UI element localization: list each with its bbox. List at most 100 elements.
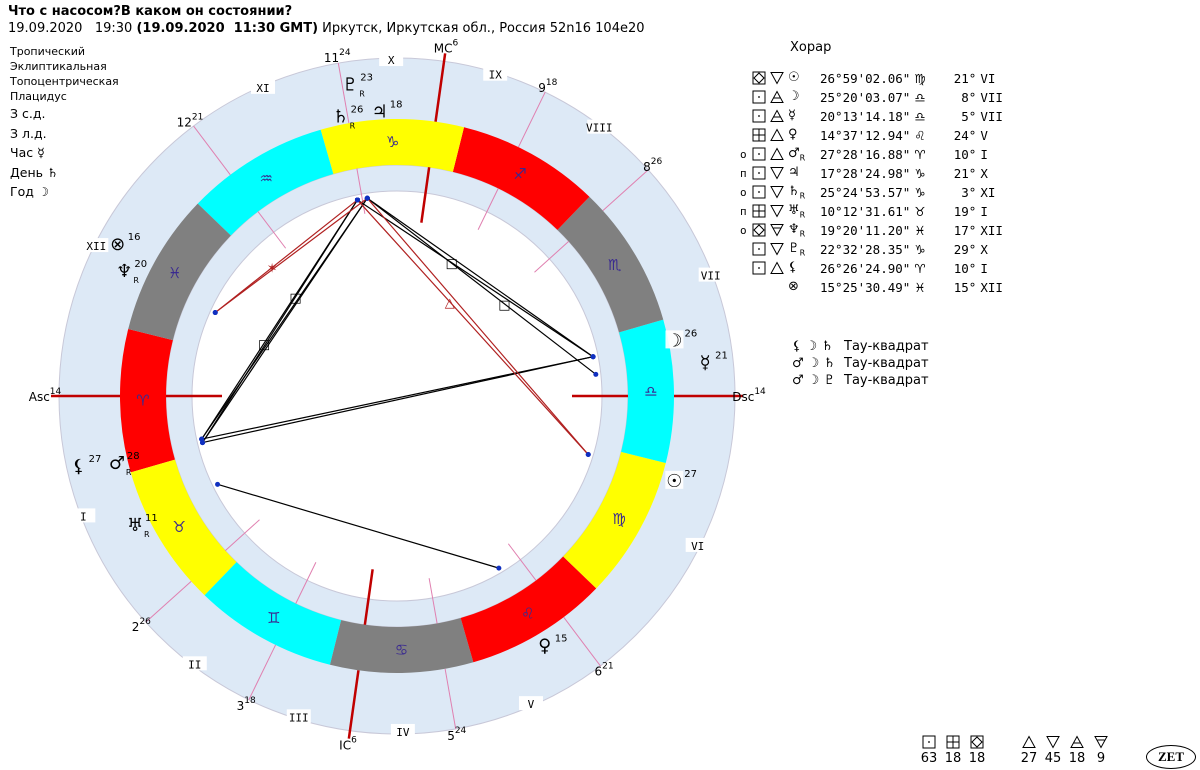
aspect-endpoint [199, 436, 205, 442]
planet-lilith-icon[interactable]: ⚸ [72, 456, 85, 477]
sign-glyph: ♐︎ [513, 165, 526, 183]
house-cusp-label: Asc14 [29, 387, 62, 404]
planet-moon-icon[interactable]: ☽︎ [666, 330, 682, 351]
aspect-line-trine [366, 197, 589, 455]
table-title: Хорар [790, 40, 832, 55]
sign-glyph: ♓︎ [168, 264, 181, 282]
count-value: 9 [1096, 751, 1106, 766]
info-hour: Час ☿ [10, 145, 45, 160]
row-marker: o [740, 186, 747, 199]
house-numeral-bg [390, 723, 415, 738]
planet-degree: 16 [128, 232, 141, 243]
planet-uranus-icon[interactable]: ♅︎ [127, 515, 143, 536]
retrograde-mark: R [359, 89, 365, 98]
house-number: IC [339, 739, 351, 753]
planet-glyph: ♄ [788, 184, 800, 200]
planet-cell: ♅R [786, 202, 818, 221]
sign-glyph: ♒︎ [259, 169, 272, 187]
diamond-aspect-icon [752, 223, 766, 237]
house-degree: 8° [961, 90, 977, 105]
house-degree: 5° [961, 109, 977, 124]
axis-line [420, 167, 431, 223]
planet-degree: 18 [390, 100, 403, 111]
planet-bg [665, 330, 684, 349]
planet-jupiter-icon[interactable]: ♃︎ [372, 102, 388, 123]
sign-sector [120, 328, 175, 473]
position-row: ☽ 25°20'03.07" ♎ 8° VII [738, 88, 1005, 107]
sign-glyph: ♑ [914, 242, 926, 257]
house-cusp [444, 668, 457, 729]
pattern-item: ⚸ ☽ ♄ Тау-квадрат [792, 338, 929, 355]
aspect-count: 18 [966, 735, 988, 766]
count-value: 63 [920, 751, 938, 766]
house-cusp [248, 644, 277, 701]
up-bar-aspect-icon [1070, 735, 1084, 748]
house-cusp-label: 226 [132, 617, 151, 634]
house-cusp [428, 578, 438, 624]
house-number: 11 [324, 51, 339, 65]
planet-neptune-icon[interactable]: ♆︎ [116, 261, 132, 282]
coordinate-type: Эклиптикальная [10, 60, 107, 73]
aspect-count: 45 [1042, 735, 1064, 766]
planet-bg [665, 470, 684, 489]
planet-fortune-icon[interactable]: ⊗ [110, 234, 125, 255]
house-cusp [563, 616, 601, 667]
plus-aspect-icon [752, 128, 766, 142]
row-marker [738, 126, 750, 145]
aspect-endpoint [593, 371, 599, 377]
sign-glyph: ♎ [914, 109, 926, 124]
house-cusp [602, 169, 649, 212]
planet-glyph: ♀ [788, 127, 798, 143]
house-degree: 17° [953, 223, 977, 238]
dot-aspect-icon [752, 90, 766, 104]
aspect-endpoint [354, 197, 360, 203]
axis-line [347, 670, 360, 739]
house-cusp [257, 211, 287, 249]
aspect-glyph: □ [258, 337, 270, 352]
house-numeral: I [80, 510, 87, 523]
down-aspect-icon [770, 186, 784, 199]
chart-subtitle: 19.09.2020 19:30 (19.09.2020 11:30 GMT) … [8, 21, 645, 36]
house-degree: 24 [455, 726, 467, 736]
aspect-endpoint [364, 195, 370, 201]
planet-pluto-icon[interactable]: ♇︎ [342, 74, 358, 95]
position-row: o ♂R 27°28'16.88" ♈ 10° I [738, 145, 1005, 164]
planet-sun-icon[interactable]: ☉︎ [666, 471, 682, 492]
house-numeral: IX [489, 69, 503, 82]
aspect-line-sextile [214, 199, 358, 314]
sign-glyph: ♉︎ [173, 518, 186, 536]
info-day: День ♄ [10, 164, 59, 180]
sign-sector [197, 129, 334, 236]
pattern-name: Тау-квадрат [844, 339, 929, 354]
aspect-line-square [201, 199, 358, 440]
house-degree: 24° [953, 128, 977, 143]
planet-venus-icon[interactable]: ♀︎ [538, 636, 551, 657]
house-numeral: X [388, 54, 395, 67]
house-cusp-label: 826 [643, 157, 662, 174]
planet-saturn-icon[interactable]: ♄︎ [333, 107, 349, 128]
planet-glyph: ⊗ [788, 279, 799, 295]
row-marker: o [740, 148, 747, 161]
house-degree: 10° [953, 147, 977, 162]
dot-aspect-icon [752, 261, 766, 275]
sign-glyph: ♑ [914, 166, 926, 181]
retrograde-mark: R [126, 468, 132, 477]
count-value: 18 [944, 751, 962, 766]
house-number: Asc [29, 390, 50, 404]
sign-glyph: ♈ [914, 147, 926, 162]
planet-mars-icon[interactable]: ♂︎ [109, 453, 125, 474]
dot-aspect-icon [752, 109, 766, 123]
pattern-planets: ♂ ☽ ♄ [792, 356, 836, 371]
planet-degree: 15 [555, 634, 568, 645]
planet-mercury-icon[interactable]: ☿︎ [700, 352, 711, 373]
house-degree: 21° [953, 166, 977, 181]
up-aspect-icon [1022, 735, 1036, 748]
house-numeral: VI [691, 540, 704, 553]
sign-sector [557, 196, 664, 333]
planet-degree: 26 [684, 328, 697, 339]
retrograde-mark: R [799, 191, 806, 201]
plus-aspect-icon [946, 735, 960, 749]
row-marker: п [740, 167, 747, 180]
down-aspect-icon [770, 243, 784, 256]
house-cusp-label: 621 [594, 662, 613, 679]
